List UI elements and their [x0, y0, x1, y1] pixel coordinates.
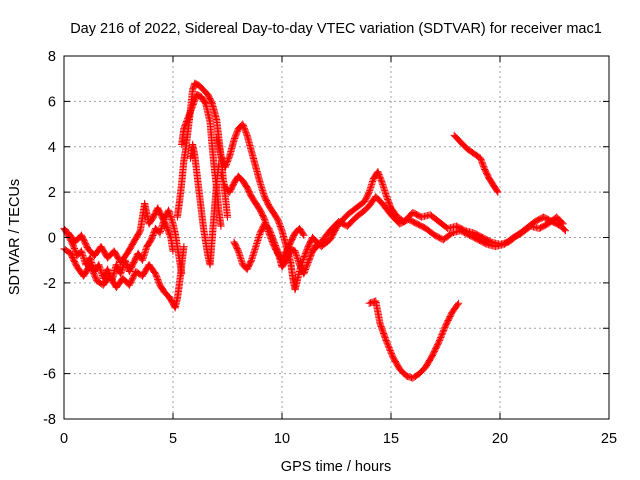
y-tick-label: 2	[48, 185, 56, 201]
x-tick-label: 15	[383, 431, 399, 447]
y-tick-label: -8	[43, 412, 56, 428]
data-point	[223, 213, 232, 221]
data-points	[60, 79, 569, 382]
data-point	[454, 300, 462, 309]
y-tick-label: -6	[43, 367, 56, 383]
data-point	[217, 222, 225, 230]
data-point	[215, 161, 223, 169]
data-point	[494, 188, 502, 196]
data-point	[169, 247, 177, 255]
x-axis-ticks: 0 5 10 15 20 25	[60, 56, 617, 447]
y-tick-label: 8	[48, 49, 56, 65]
data-point	[558, 219, 566, 227]
y-tick-label: -2	[43, 276, 56, 292]
y-tick-label: 0	[48, 231, 56, 247]
chart-title: Day 216 of 2022, Sidereal Day-to-day VTE…	[70, 21, 602, 37]
data-point	[166, 232, 174, 240]
data-point	[378, 178, 386, 186]
data-point	[299, 230, 307, 238]
y-axis-ticks: -8 -6 -4 -2 0 2 4 6 8	[43, 49, 609, 428]
x-tick-label: 10	[274, 431, 290, 447]
x-tick-label: 5	[169, 431, 177, 447]
data-point	[559, 220, 567, 228]
x-tick-label: 0	[60, 431, 68, 447]
x-axis-label: GPS time / hours	[281, 459, 391, 475]
y-axis-label: SDTVAR / TECUs	[7, 179, 23, 295]
data-point	[560, 225, 568, 234]
y-tick-label: 4	[48, 140, 56, 156]
data-point	[180, 242, 188, 251]
x-tick-label: 25	[601, 431, 617, 447]
data-point	[454, 299, 463, 307]
data-point	[561, 227, 569, 235]
data-point	[300, 231, 308, 239]
grid-lines	[64, 56, 609, 419]
y-tick-label: -4	[43, 321, 56, 337]
y-tick-label: 6	[48, 94, 56, 110]
x-tick-label: 20	[492, 431, 508, 447]
data-point	[493, 187, 501, 195]
